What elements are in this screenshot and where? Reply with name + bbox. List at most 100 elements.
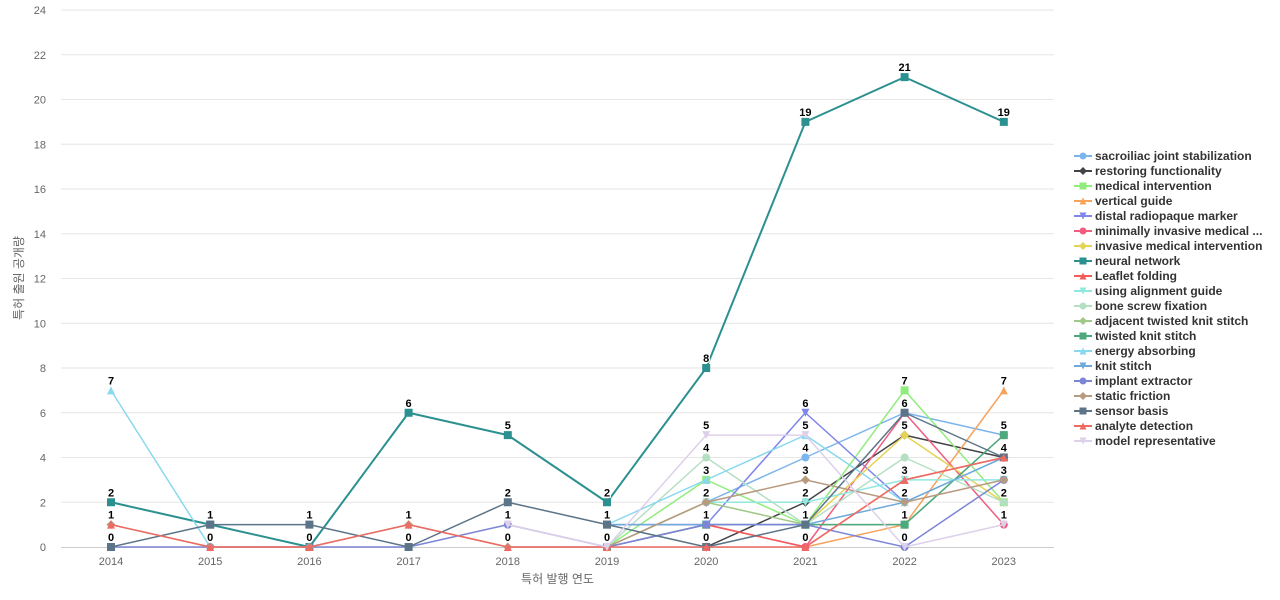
legend-item[interactable]: implant extractor: [1074, 373, 1280, 388]
data-label: 1: [207, 510, 213, 522]
legend-label: model representative: [1095, 433, 1216, 448]
legend-label: distal radiopaque marker: [1095, 208, 1238, 223]
data-label: 0: [306, 532, 312, 544]
legend-item[interactable]: minimally invasive medical ...: [1074, 223, 1280, 238]
data-label: 3: [703, 465, 709, 477]
data-label: 0: [207, 532, 213, 544]
legend-item[interactable]: adjacent twisted knit stitch: [1074, 313, 1280, 328]
grid-lines: [61, 9, 1054, 503]
data-point: [999, 498, 1008, 507]
legend-marker: [1079, 272, 1087, 279]
legend-marker: [1079, 212, 1087, 219]
data-label: 1: [802, 510, 808, 522]
data-label: 2: [802, 487, 808, 499]
legend-marker: [1079, 287, 1087, 294]
data-point: [503, 520, 512, 529]
data-point: [404, 520, 413, 529]
data-label: 1: [1001, 510, 1007, 522]
legend-item[interactable]: energy absorbing: [1074, 343, 1280, 358]
legend-item[interactable]: Leaflet folding: [1074, 268, 1280, 283]
y-tick-label: 8: [40, 363, 46, 375]
data-point: [107, 498, 115, 507]
data-label: 2: [505, 487, 511, 499]
data-label: 0: [406, 532, 412, 544]
data-point: [999, 520, 1008, 529]
legend-swatch: [1074, 437, 1092, 444]
data-labels: 7210101061052102108543210196543210217653…: [107, 61, 1011, 545]
legend-marker: [1079, 227, 1087, 234]
data-point: [404, 543, 413, 551]
legend-item[interactable]: medical intervention: [1074, 178, 1280, 193]
data-point: [701, 497, 711, 507]
x-tick-label: 2016: [297, 556, 321, 568]
data-label: 4: [1001, 443, 1008, 455]
legend-item[interactable]: vertical guide: [1074, 193, 1280, 208]
data-point: [305, 520, 314, 529]
legend-swatch: [1074, 152, 1092, 159]
data-point: [999, 453, 1008, 462]
legend-item[interactable]: analyte detection: [1074, 418, 1280, 433]
legend-item[interactable]: distal radiopaque marker: [1074, 208, 1280, 223]
y-tick-label: 22: [34, 50, 46, 62]
data-point: [900, 543, 909, 551]
data-point: [900, 497, 910, 507]
y-tick-label: 24: [34, 5, 46, 17]
x-axis-label: 특허 발행 연도: [521, 571, 594, 586]
data-label: 3: [802, 465, 808, 477]
data-point: [900, 430, 910, 440]
legend-item[interactable]: bone screw fixation: [1074, 298, 1280, 313]
legend-swatch: [1074, 166, 1092, 175]
series-line: [110, 456, 1004, 548]
legend-item[interactable]: invasive medical intervention: [1074, 238, 1280, 253]
legend-swatch: [1074, 302, 1092, 309]
series-group: [106, 73, 1009, 552]
legend-label: restoring functionality: [1095, 163, 1222, 178]
data-point: [305, 543, 314, 551]
legend-label: adjacent twisted knit stitch: [1095, 313, 1249, 328]
data-point: [900, 520, 909, 529]
legend-label: using alignment guide: [1095, 283, 1223, 298]
data-label: 3: [1001, 465, 1007, 477]
y-tick-label: 20: [34, 95, 46, 107]
legend-marker: [1079, 302, 1087, 309]
legend-item[interactable]: using alignment guide: [1074, 283, 1280, 298]
legend-item[interactable]: model representative: [1074, 433, 1280, 448]
legend-marker: [1079, 437, 1087, 444]
data-label: 19: [998, 107, 1010, 119]
legend-marker: [1079, 377, 1087, 384]
legend-marker: [1079, 332, 1087, 339]
legend-item[interactable]: static friction: [1074, 388, 1280, 403]
legend-swatch: [1074, 212, 1092, 219]
legend-swatch: [1074, 287, 1092, 294]
legend-label: sacroiliac joint stabilization: [1095, 148, 1252, 163]
legend-label: static friction: [1095, 388, 1171, 403]
legend-swatch: [1074, 347, 1092, 354]
data-point: [801, 498, 810, 507]
x-axis-ticks: 2014 2015 2016 2017 2018 2019 2020 2021 2022 2023: [99, 556, 1016, 568]
series-line: [705, 412, 1004, 503]
legend-label: Leaflet folding: [1095, 268, 1177, 283]
x-tick-label: 2021: [793, 556, 817, 568]
y-tick-label: 18: [34, 139, 46, 151]
data-label: 1: [406, 510, 412, 522]
data-point: [900, 453, 909, 462]
legend-item[interactable]: sacroiliac joint stabilization: [1074, 148, 1280, 163]
legend-swatch: [1074, 197, 1092, 204]
data-label: 5: [505, 420, 511, 432]
data-label: 1: [108, 510, 114, 522]
y-tick-label: 0: [40, 542, 46, 554]
legend-item[interactable]: sensor basis: [1074, 403, 1280, 418]
data-point: [702, 543, 711, 551]
data-label: 7: [1001, 375, 1007, 387]
data-point: [800, 475, 810, 485]
legend-item[interactable]: knit stitch: [1074, 358, 1280, 373]
legend-item[interactable]: neural network: [1074, 253, 1280, 268]
legend-marker: [1079, 257, 1087, 264]
legend-item[interactable]: twisted knit stitch: [1074, 328, 1280, 343]
data-point: [107, 386, 115, 395]
legend-item[interactable]: restoring functionality: [1074, 163, 1280, 178]
legend-label: energy absorbing: [1095, 343, 1196, 358]
legend-label: vertical guide: [1095, 193, 1173, 208]
x-tick-label: 2017: [396, 556, 420, 568]
legend-label: twisted knit stitch: [1095, 328, 1197, 343]
